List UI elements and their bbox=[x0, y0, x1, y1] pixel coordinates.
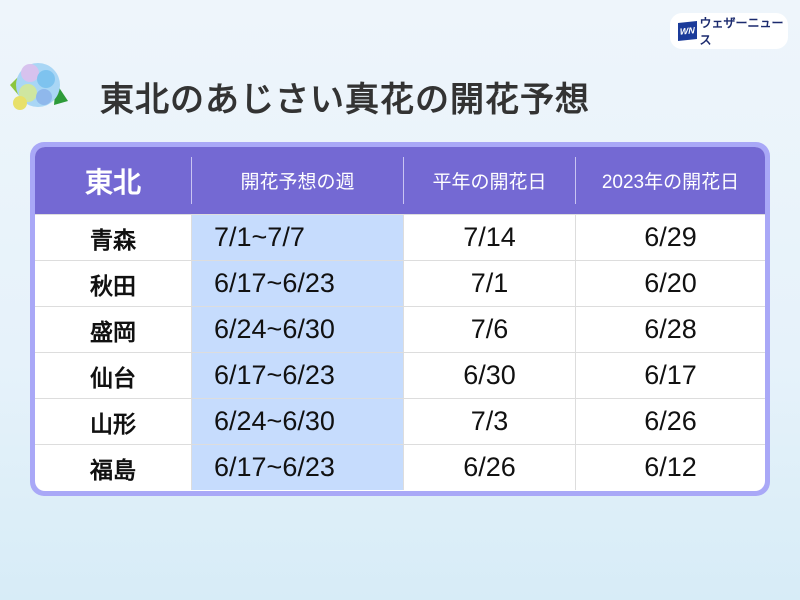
table-cell: 7/14 bbox=[404, 215, 576, 260]
table-row: 仙台 6/17~6/23 6/30 6/17 bbox=[35, 352, 765, 398]
table-cell: 6/17~6/23 bbox=[192, 261, 404, 306]
table-cell: 7/3 bbox=[404, 399, 576, 444]
table-cell: 山形 bbox=[35, 399, 192, 444]
logo-mark: WN bbox=[678, 21, 697, 41]
table-row: 秋田 6/17~6/23 7/1 6/20 bbox=[35, 260, 765, 306]
weathernews-logo: WN ウェザーニュース bbox=[670, 13, 788, 49]
table-cell: 7/1 bbox=[404, 261, 576, 306]
table-row: 山形 6/24~6/30 7/3 6/26 bbox=[35, 398, 765, 444]
table-cell: 6/17 bbox=[644, 360, 697, 390]
table-cell: 福島 bbox=[35, 445, 192, 490]
table-cell: 仙台 bbox=[35, 353, 192, 398]
hydrangea-icon bbox=[10, 63, 68, 110]
table-cell: 6/17~6/23 bbox=[192, 445, 404, 490]
table-cell: 6/28 bbox=[644, 314, 697, 344]
bloom-forecast-table: 東北 開花予想の週 平年の開花日 2023年の開花日 青森 7/1~7/7 7/14… bbox=[30, 142, 770, 496]
table-cell: 6/26 bbox=[644, 406, 697, 436]
header-cell: 2023年の開花日 bbox=[601, 172, 740, 193]
table-row: 盛岡 6/24~6/30 7/6 6/28 bbox=[35, 306, 765, 352]
table-cell: 6/29 bbox=[644, 222, 697, 252]
page-title: 東北のあじさい真花の開花予想 bbox=[100, 81, 590, 119]
table-cell: 6/24~6/30 bbox=[192, 399, 404, 444]
header-cell: 東北 bbox=[35, 157, 192, 204]
table-cell: 盛岡 bbox=[35, 307, 192, 352]
table-cell: 6/24~6/30 bbox=[192, 307, 404, 352]
table-cell: 6/12 bbox=[644, 452, 697, 482]
header-cell: 開花予想の週 bbox=[192, 157, 404, 204]
table-cell: 7/1~7/7 bbox=[192, 215, 404, 260]
table-header: 東北 開花予想の週 平年の開花日 2023年の開花日 bbox=[35, 147, 765, 214]
table-cell: 青森 bbox=[35, 215, 192, 260]
header-cell: 平年の開花日 bbox=[404, 157, 576, 204]
table-cell: 6/20 bbox=[644, 268, 697, 298]
logo-text: ウェザーニュース bbox=[699, 16, 784, 47]
table-cell: 6/26 bbox=[404, 445, 576, 490]
table-row: 福島 6/17~6/23 6/26 6/12 bbox=[35, 444, 765, 490]
table-cell: 6/30 bbox=[404, 353, 576, 398]
table-cell: 7/6 bbox=[404, 307, 576, 352]
table-row: 青森 7/1~7/7 7/14 6/29 bbox=[35, 214, 765, 260]
table-cell: 秋田 bbox=[35, 261, 192, 306]
table-cell: 6/17~6/23 bbox=[192, 353, 404, 398]
